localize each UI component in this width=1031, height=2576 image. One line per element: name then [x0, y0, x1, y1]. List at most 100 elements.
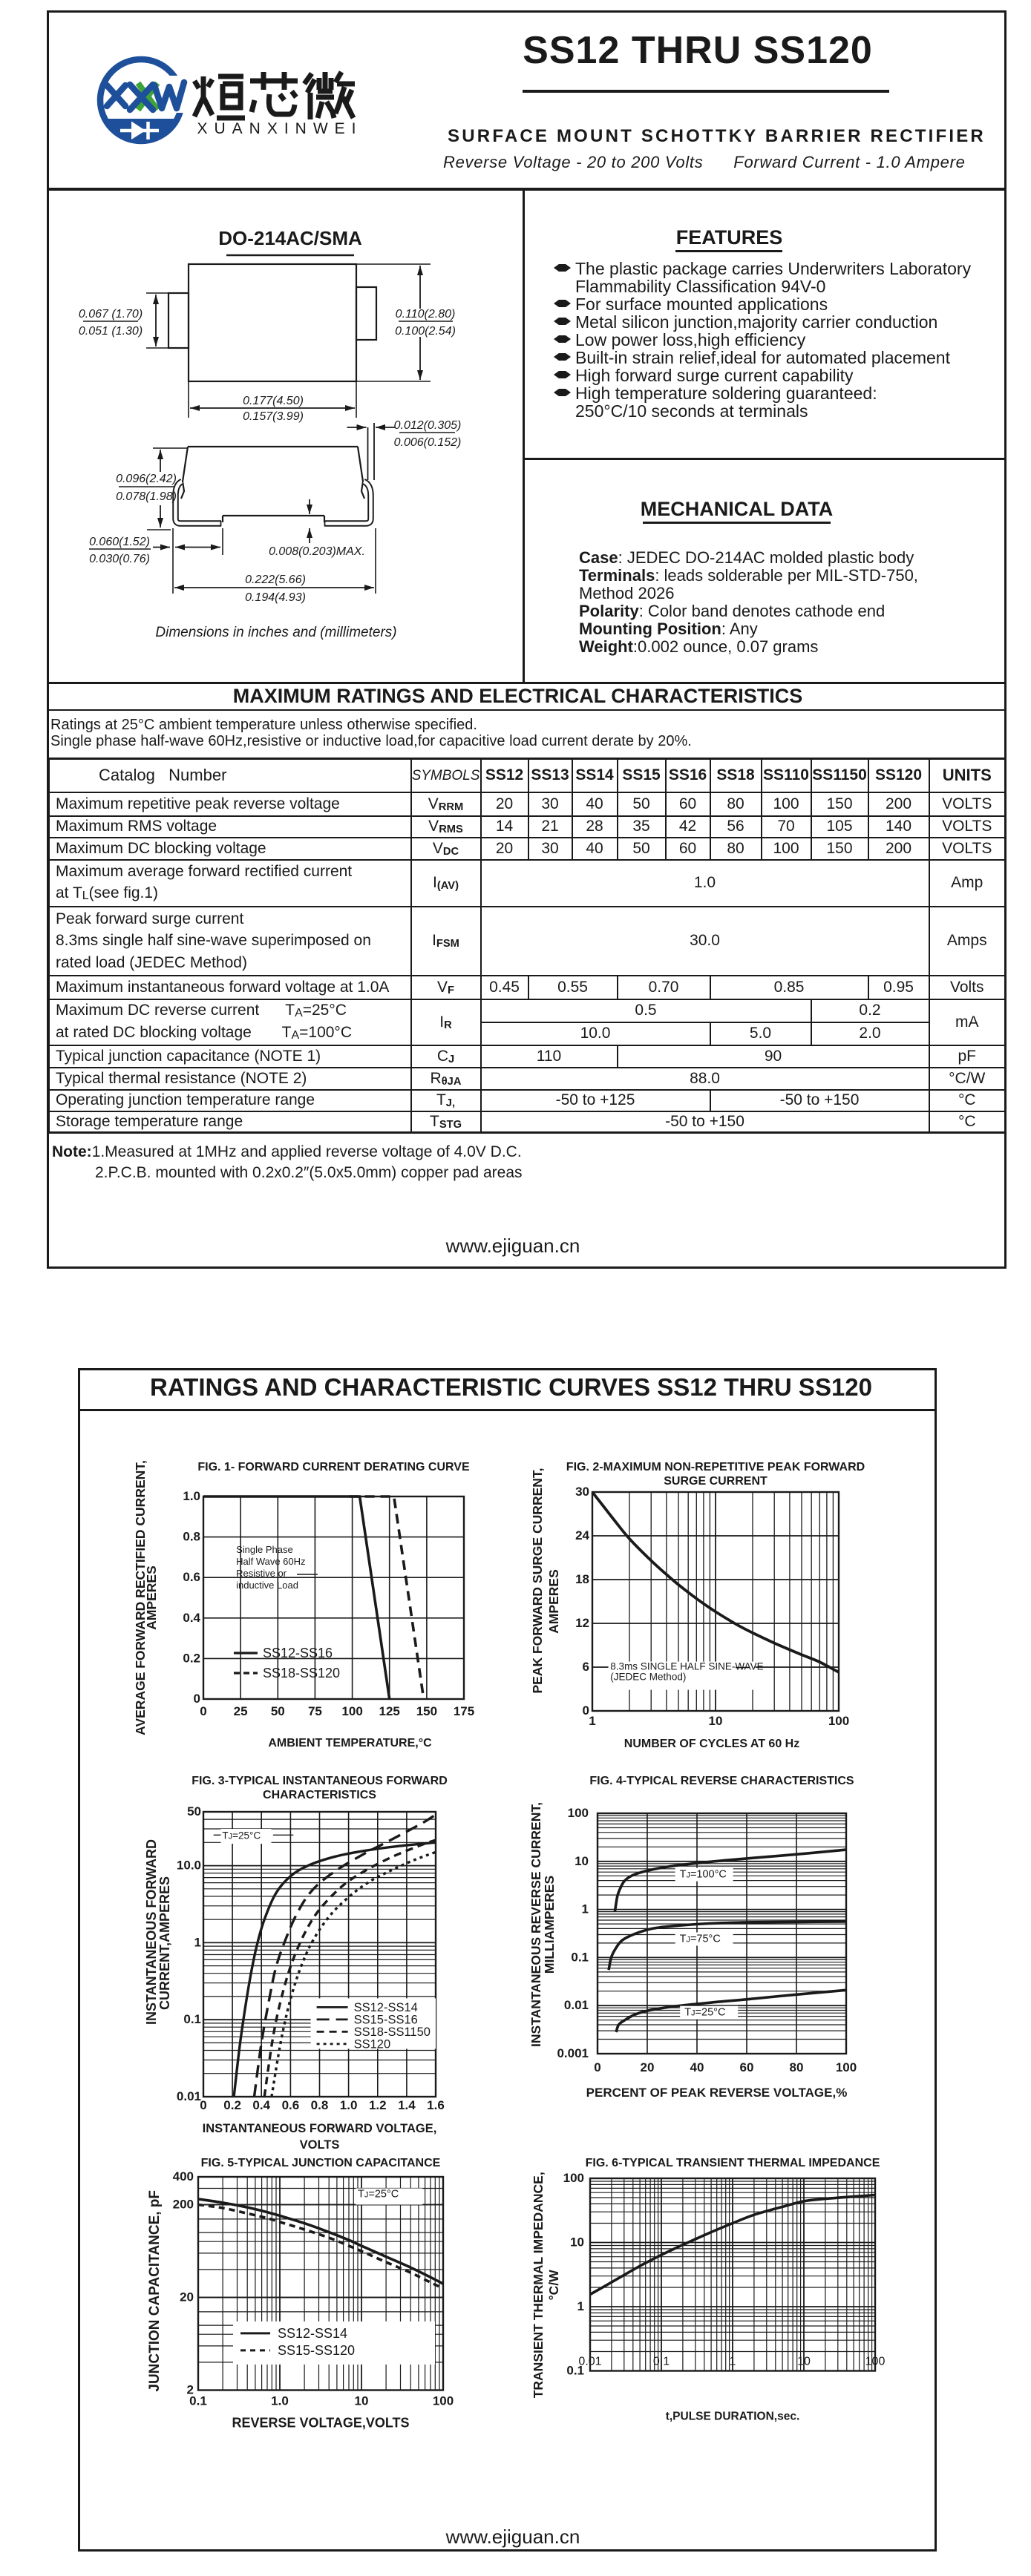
svg-text:TJ=100°C: TJ=100°C	[680, 1869, 727, 1881]
svg-text:TRANSIENT THERMAL IMPEDANCE,: TRANSIENT THERMAL IMPEDANCE,	[531, 2172, 546, 2398]
svg-text:100: 100	[828, 1714, 849, 1728]
svg-text:1.2: 1.2	[369, 2098, 387, 2112]
svg-text:DO-214AC/SMA: DO-214AC/SMA	[218, 227, 362, 249]
svg-text:AMPERES: AMPERES	[144, 1565, 159, 1630]
svg-text:75: 75	[308, 1704, 322, 1718]
svg-text:20: 20	[641, 2060, 655, 2074]
svg-text:2: 2	[187, 2383, 194, 2397]
svg-text:175: 175	[454, 1704, 474, 1718]
svg-text:SS15-SS120: SS15-SS120	[278, 2343, 355, 2358]
svg-text:TJ=25°C: TJ=25°C	[222, 1830, 261, 1841]
svg-text:0.2: 0.2	[183, 1651, 200, 1665]
svg-text:0.01: 0.01	[564, 1998, 589, 2012]
svg-text:0.051 (1.30): 0.051 (1.30)	[79, 325, 143, 338]
svg-text:1: 1	[589, 1714, 595, 1728]
svg-text:SURGE CURRENT: SURGE CURRENT	[664, 1475, 767, 1488]
svg-text:1: 1	[730, 2356, 736, 2368]
svg-text:REVERSE VOLTAGE,VOLTS: REVERSE VOLTAGE,VOLTS	[232, 2416, 409, 2431]
svg-text:0.006(0.152): 0.006(0.152)	[394, 436, 462, 449]
svg-text:Resistive or: Resistive or	[236, 1568, 287, 1579]
svg-text:125: 125	[379, 1704, 400, 1718]
svg-text:TJ=75°C: TJ=75°C	[680, 1933, 721, 1945]
svg-text:1: 1	[582, 1902, 589, 1916]
svg-text:SS18-SS1150: SS18-SS1150	[354, 2025, 431, 2039]
svg-text:FIG. 4-TYPICAL REVERSE CHARACT: FIG. 4-TYPICAL REVERSE CHARACTERISTICS	[589, 1775, 854, 1787]
svg-text:PEAK FORWARD SURGE CURRENT,: PEAK FORWARD SURGE CURRENT,	[530, 1468, 545, 1693]
svg-text:0.1: 0.1	[566, 2364, 584, 2378]
svg-text:0: 0	[594, 2060, 600, 2074]
svg-text:0.2: 0.2	[223, 2098, 241, 2112]
svg-text:SS15-SS16: SS15-SS16	[354, 2013, 418, 2026]
svg-text:SS18-SS120: SS18-SS120	[263, 1666, 340, 1680]
svg-text:MILLIAMPERES: MILLIAMPERES	[542, 1876, 557, 1974]
svg-text:0.100(2.54): 0.100(2.54)	[395, 325, 456, 338]
svg-text:FIG. 2-MAXIMUM NON-REPETITIVE: FIG. 2-MAXIMUM NON-REPETITIVE PEAK FORWA…	[566, 1461, 865, 1473]
svg-text:10: 10	[570, 2235, 584, 2250]
svg-text:AMBIENT TEMPERATURE,°C: AMBIENT TEMPERATURE,°C	[268, 1737, 432, 1749]
svg-text:0.4: 0.4	[252, 2098, 270, 2112]
svg-text:AMPERES: AMPERES	[546, 1569, 561, 1634]
svg-text:TJ=25°C: TJ=25°C	[684, 2007, 725, 2019]
svg-text:100: 100	[341, 1704, 362, 1718]
svg-text:40: 40	[690, 2060, 704, 2074]
svg-text:0.157(3.99): 0.157(3.99)	[243, 410, 304, 423]
svg-text:0.078(1.98): 0.078(1.98)	[116, 490, 177, 503]
svg-text:1.6: 1.6	[427, 2098, 445, 2112]
svg-text:0.1: 0.1	[189, 2394, 207, 2408]
svg-text:100: 100	[433, 2394, 454, 2408]
svg-text:60: 60	[740, 2060, 754, 2074]
svg-text:0.177(4.50): 0.177(4.50)	[243, 395, 304, 407]
svg-text:Half Wave 60Hz: Half Wave 60Hz	[236, 1556, 305, 1567]
svg-text:24: 24	[575, 1528, 589, 1542]
svg-text:INSTANTANEOUS FORWARD VOLTAGE,: INSTANTANEOUS FORWARD VOLTAGE,	[203, 2122, 437, 2135]
svg-text:0: 0	[200, 2098, 206, 2112]
svg-text:10: 10	[797, 2356, 811, 2368]
svg-text:50: 50	[271, 1704, 285, 1718]
svg-text:1.0: 1.0	[271, 2394, 289, 2408]
svg-text:25: 25	[234, 1704, 248, 1718]
svg-text:12: 12	[575, 1616, 589, 1630]
svg-text:0: 0	[583, 1703, 589, 1718]
svg-text:°C/W: °C/W	[546, 2270, 561, 2300]
svg-text:inductive Load: inductive Load	[236, 1580, 298, 1591]
svg-text:0.6: 0.6	[282, 2098, 300, 2112]
svg-text:1.0: 1.0	[183, 1489, 200, 1503]
svg-text:0.060(1.52): 0.060(1.52)	[89, 536, 150, 548]
svg-text:0.01: 0.01	[578, 2356, 601, 2368]
svg-text:1.0: 1.0	[340, 2098, 358, 2112]
svg-text:0.012(0.305): 0.012(0.305)	[394, 419, 462, 432]
svg-text:0.067 (1.70): 0.067 (1.70)	[79, 308, 143, 321]
svg-text:SS120: SS120	[354, 2037, 391, 2051]
svg-text:t,PULSE DURATION,sec.: t,PULSE DURATION,sec.	[666, 2411, 800, 2423]
svg-text:0: 0	[200, 1704, 206, 1718]
svg-text:SS12-SS16: SS12-SS16	[263, 1646, 333, 1660]
svg-text:0.1: 0.1	[183, 2012, 201, 2026]
svg-text:10: 10	[709, 1714, 723, 1728]
svg-text:20: 20	[180, 2290, 194, 2304]
svg-text:CHARACTERISTICS: CHARACTERISTICS	[263, 1789, 376, 1801]
svg-text:SS12-SS14: SS12-SS14	[354, 2001, 418, 2014]
svg-text:0.001: 0.001	[557, 2046, 589, 2060]
svg-text:TJ=25°C: TJ=25°C	[358, 2189, 399, 2201]
svg-text:10: 10	[575, 1854, 589, 1868]
svg-text:400: 400	[173, 2169, 194, 2184]
svg-text:18: 18	[575, 1572, 589, 1586]
svg-text:0.6: 0.6	[183, 1570, 200, 1584]
svg-text:10: 10	[355, 2394, 369, 2408]
svg-text:0.008(0.203)MAX.: 0.008(0.203)MAX.	[269, 545, 365, 558]
svg-text:0.096(2.42): 0.096(2.42)	[116, 473, 177, 485]
svg-text:0.8: 0.8	[183, 1530, 200, 1544]
svg-text:0.4: 0.4	[183, 1611, 200, 1625]
svg-text:0.01: 0.01	[177, 2089, 201, 2103]
svg-text:1.4: 1.4	[398, 2098, 416, 2112]
svg-text:150: 150	[416, 1704, 437, 1718]
svg-text:AVERAGE FORWARD RECTIFIED CURR: AVERAGE FORWARD RECTIFIED CURRENT,	[133, 1460, 148, 1735]
svg-text:0.8: 0.8	[311, 2098, 329, 2112]
svg-text:FIG. 6-TYPICAL TRANSIENT THERM: FIG. 6-TYPICAL TRANSIENT THERMAL IMPEDAN…	[586, 2157, 880, 2169]
svg-text:200: 200	[173, 2198, 194, 2212]
svg-text:0.1: 0.1	[653, 2356, 670, 2368]
svg-text:30: 30	[575, 1485, 589, 1499]
svg-text:80: 80	[790, 2060, 804, 2074]
svg-text:VOLTS: VOLTS	[300, 2138, 340, 2152]
svg-text:PERCENT OF PEAK REVERSE VOLTAG: PERCENT OF PEAK REVERSE VOLTAGE,%	[586, 2086, 848, 2100]
